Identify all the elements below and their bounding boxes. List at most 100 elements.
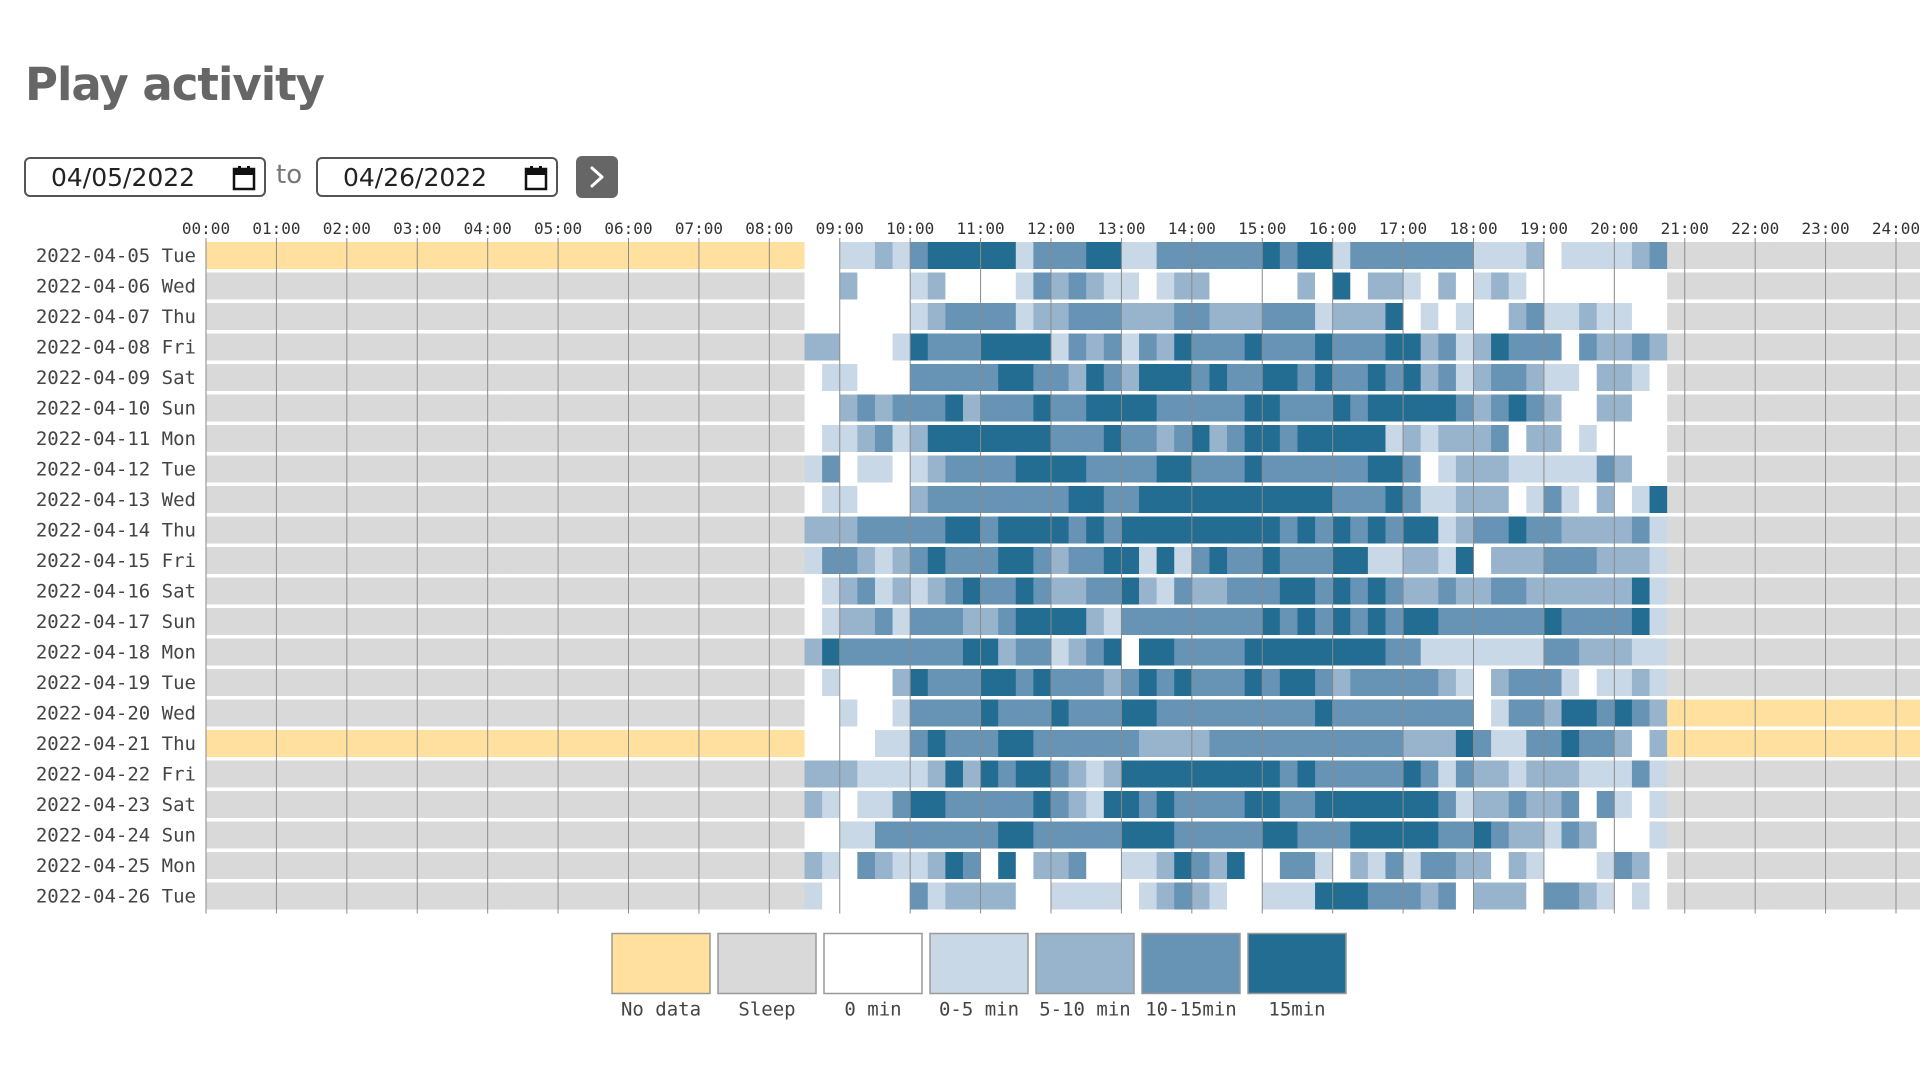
chevron-right-icon xyxy=(590,166,604,188)
heatmap-cell xyxy=(1367,364,1386,391)
heatmap-cell xyxy=(1579,242,1598,269)
heatmap-cell xyxy=(1843,577,1862,605)
row-label: 2022-04-09 Sat xyxy=(36,367,196,389)
heatmap-cell xyxy=(399,577,418,605)
heatmap-cell xyxy=(892,394,911,422)
heatmap-cell xyxy=(1825,730,1844,757)
heatmap-cell xyxy=(1156,425,1175,452)
heatmap-cell xyxy=(857,303,876,330)
heatmap-cell xyxy=(223,882,242,910)
heatmap-cell xyxy=(1825,425,1844,452)
end-date-input[interactable]: 04/26/2022 xyxy=(316,157,558,197)
heatmap-cell xyxy=(1068,608,1087,635)
heatmap-cell xyxy=(1825,882,1844,910)
row-label: 2022-04-16 Sat xyxy=(36,581,196,603)
start-date-input[interactable]: 04/05/2022 xyxy=(24,157,266,197)
heatmap-cell xyxy=(1579,791,1598,818)
heatmap-cell xyxy=(470,699,489,727)
heatmap-cell xyxy=(1121,882,1140,910)
heatmap-cell xyxy=(1684,303,1703,330)
heatmap-cell xyxy=(839,760,858,788)
heatmap-cell xyxy=(223,577,242,605)
heatmap-cell xyxy=(1033,547,1052,574)
legend-label: 15min xyxy=(1268,999,1325,1021)
heatmap-cell xyxy=(1103,455,1122,483)
heatmap-cell xyxy=(980,669,999,696)
heatmap-cell xyxy=(241,455,260,483)
heatmap-cell xyxy=(1684,821,1703,849)
heatmap-cell xyxy=(1878,455,1897,483)
heatmap-cell xyxy=(1350,638,1369,666)
heatmap-cell xyxy=(1649,364,1668,391)
heatmap-cell xyxy=(1719,333,1738,361)
heatmap-cell xyxy=(1649,516,1668,544)
heatmap-cell xyxy=(1174,547,1193,574)
heatmap-cell xyxy=(1244,394,1263,422)
heatmap-cell xyxy=(1649,547,1668,574)
heatmap-cell xyxy=(1139,821,1158,849)
heatmap-cell xyxy=(258,638,277,666)
heatmap-cell xyxy=(980,425,999,452)
heatmap-cell xyxy=(1332,852,1351,879)
heatmap-cell xyxy=(1385,272,1404,300)
heatmap-cell xyxy=(646,760,665,788)
heatmap-cell xyxy=(1279,425,1298,452)
heatmap-cell xyxy=(646,730,665,757)
heatmap-cell xyxy=(470,394,489,422)
heatmap-cell xyxy=(1878,699,1897,727)
heatmap-cell xyxy=(1614,699,1633,727)
apply-range-button[interactable] xyxy=(576,156,618,198)
heatmap-cell xyxy=(434,699,453,727)
heatmap-cell xyxy=(1684,364,1703,391)
heatmap-cell xyxy=(1772,760,1791,788)
heatmap-cell xyxy=(1385,699,1404,727)
heatmap-cell xyxy=(364,516,383,544)
heatmap-cell xyxy=(1209,669,1228,696)
heatmap-cell xyxy=(276,699,295,727)
heatmap-cell xyxy=(1068,455,1087,483)
heatmap-cell xyxy=(575,821,594,849)
heatmap-cell xyxy=(998,852,1017,879)
heatmap-cell xyxy=(769,303,788,330)
heatmap-cell xyxy=(1191,821,1210,849)
heatmap-cell xyxy=(1191,547,1210,574)
heatmap-cell xyxy=(663,577,682,605)
heatmap-cell xyxy=(311,608,330,635)
heatmap-cell xyxy=(1790,821,1809,849)
heatmap-cell xyxy=(505,425,524,452)
heatmap-cell xyxy=(822,364,841,391)
heatmap-cell xyxy=(874,638,893,666)
heatmap-cell xyxy=(1860,242,1879,269)
heatmap-cell xyxy=(1315,699,1334,727)
heatmap-cell xyxy=(1913,547,1920,574)
heatmap-cell xyxy=(1684,394,1703,422)
heatmap-cell xyxy=(663,394,682,422)
heatmap-cell xyxy=(1772,547,1791,574)
heatmap-cell xyxy=(1526,699,1545,727)
heatmap-cell xyxy=(1755,699,1774,727)
heatmap-cell xyxy=(1807,608,1826,635)
heatmap-cell xyxy=(311,303,330,330)
heatmap-cell xyxy=(1667,272,1686,300)
row-label: 2022-04-21 Thu xyxy=(36,733,196,755)
heatmap-cell xyxy=(892,486,911,513)
heatmap-cell xyxy=(734,882,753,910)
heatmap-cell xyxy=(1878,577,1897,605)
heatmap-cell xyxy=(223,486,242,513)
heatmap-cell xyxy=(1526,608,1545,635)
heatmap-cell xyxy=(311,852,330,879)
heatmap-cell xyxy=(892,547,911,574)
heatmap-cell xyxy=(487,425,506,452)
calendar-icon[interactable] xyxy=(524,165,548,191)
calendar-icon[interactable] xyxy=(232,165,256,191)
heatmap-cell xyxy=(1860,547,1879,574)
heatmap-cell xyxy=(1174,638,1193,666)
heatmap-cell xyxy=(1684,791,1703,818)
heatmap-cell xyxy=(945,394,964,422)
heatmap-cell xyxy=(1896,486,1914,513)
heatmap-cell xyxy=(910,821,929,849)
heatmap-cell xyxy=(1807,577,1826,605)
heatmap-cell xyxy=(681,730,700,757)
heatmap-cell xyxy=(1191,455,1210,483)
heatmap-cell xyxy=(1068,272,1087,300)
